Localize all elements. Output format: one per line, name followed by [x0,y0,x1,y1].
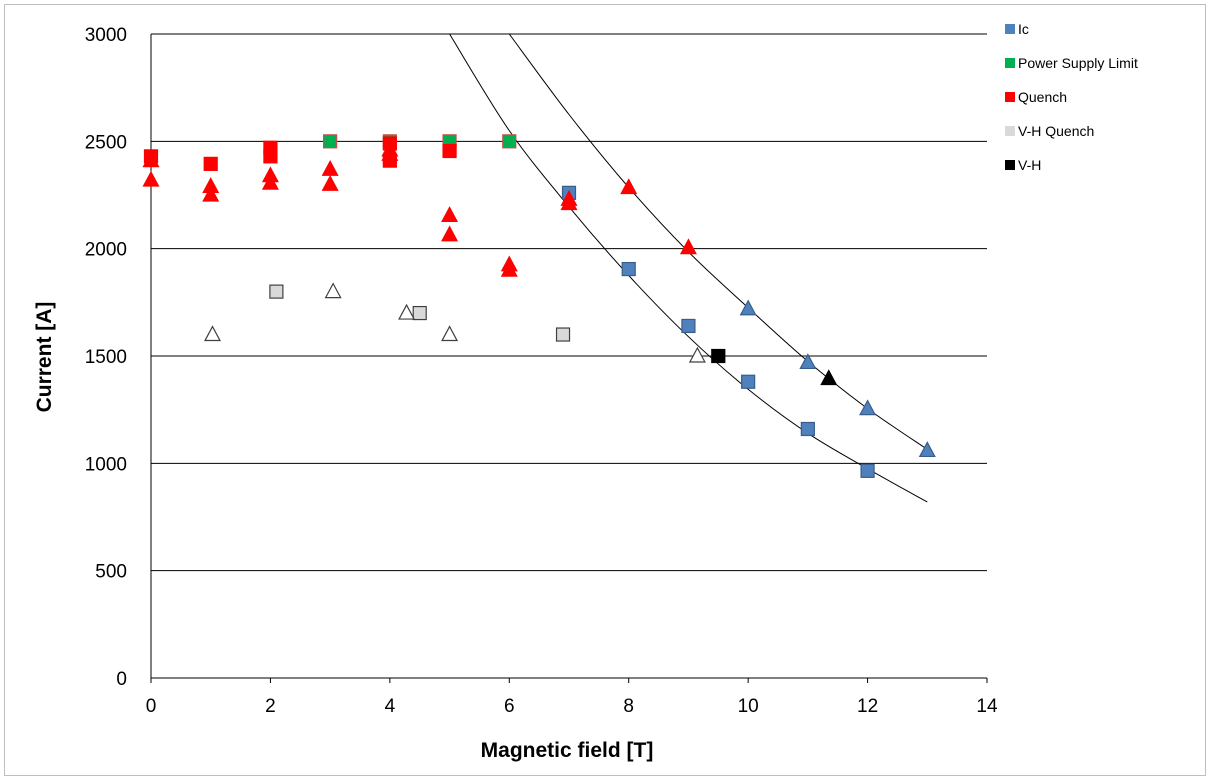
legend-label-ic: Ic [1018,21,1029,37]
data-points [142,134,936,478]
axes [150,34,988,683]
x-tick-label: 12 [857,696,878,717]
x-tick-labels: 0 2 4 6 8 10 12 14 [146,696,998,717]
x-tick-label: 6 [504,696,515,717]
ic-triangle-point [799,353,817,370]
v-h-quench-square-point [269,284,284,299]
y-tick-label: 3000 [85,25,127,46]
quench-triangle-point [560,194,578,211]
legend-label-v-h: V-H [1018,157,1041,173]
quench-triangle-point [381,144,399,161]
chart-svg: 0 2 4 6 8 10 12 14 0 500 1000 1500 2000 2500 3000 Mag… [33,21,1138,762]
quench-triangle-point [321,159,339,176]
legend-label-quench: Quench [1018,89,1067,105]
quench-triangle-point [441,206,459,222]
y-tick-label: 1500 [85,347,127,368]
fit-curve-2 [508,33,928,450]
ic-triangle-point [859,399,877,416]
quench-triangle-point [142,151,160,168]
y-tick-label: 1000 [85,454,127,475]
y-tick-label: 2000 [85,240,127,261]
grid-lines [151,33,987,572]
v-h-quench-square-point [412,305,427,321]
y-tick-label: 0 [116,669,127,690]
legend-swatch-ic [1005,24,1015,34]
v-h-quench-triangle-point [688,346,706,363]
quench-square-point [203,156,218,171]
y-axis-title: Current [A] [33,302,56,413]
quench-square-point [263,149,278,164]
v-h-quench-triangle-point [324,282,342,299]
legend-label-v-h-quench: V-H Quench [1018,123,1094,139]
quench-triangle-point [142,170,160,187]
legend-swatch-power-supply-limit [1005,58,1015,68]
ic-triangle-point [918,441,936,458]
legend-swatch-v-h [1005,160,1015,170]
v-h-triangle-point [820,369,838,386]
power-supply-limit-square-point [323,134,338,149]
quench-triangle-point [441,225,459,242]
y-tick-label: 500 [95,562,127,583]
quench-triangle-point [679,238,697,255]
v-h-quench-triangle-point [204,325,222,342]
x-axis-title: Magnetic field [T] [481,739,654,762]
quench-triangle-point [261,173,279,190]
v-h-quench-triangle-point [441,325,459,342]
ic-square-point [621,261,636,277]
fit-curves [449,33,928,503]
y-tick-label: 2500 [85,132,127,153]
legend: Ic Power Supply Limit Quench V-H Quench V-H [1005,21,1138,173]
ic-square-point [800,421,815,437]
legend-swatch-v-h-quench [1005,126,1015,136]
quench-triangle-point [620,178,638,195]
chart-frame: 0 2 4 6 8 10 12 14 0 500 1000 1500 2000 2500 3000 Mag… [4,4,1206,776]
quench-square-point [442,143,457,159]
legend-swatch-quench [1005,92,1015,102]
x-tick-label: 0 [146,696,157,717]
y-tick-labels: 0 500 1000 1500 2000 2500 3000 [85,25,127,690]
legend-label-power-supply-limit: Power Supply Limit [1018,55,1138,71]
quench-triangle-point [321,174,339,191]
ic-square-point [681,318,696,334]
fit-curve-1 [449,33,928,503]
v-h-quench-square-point [555,327,571,342]
ic-square-point [860,463,875,478]
x-tick-label: 4 [385,696,396,717]
power-supply-limit-square-point [502,134,517,149]
x-tick-label: 8 [623,696,634,717]
v-h-quench-triangle-point [398,303,416,320]
x-tick-label: 10 [738,696,759,717]
quench-triangle-point [202,185,220,202]
ic-triangle-point [739,299,757,316]
quench-triangle-point [500,260,518,277]
x-tick-label: 14 [976,696,998,717]
x-tick-label: 2 [265,696,276,717]
ic-square-point [741,374,756,389]
v-h-square-point [711,348,726,364]
